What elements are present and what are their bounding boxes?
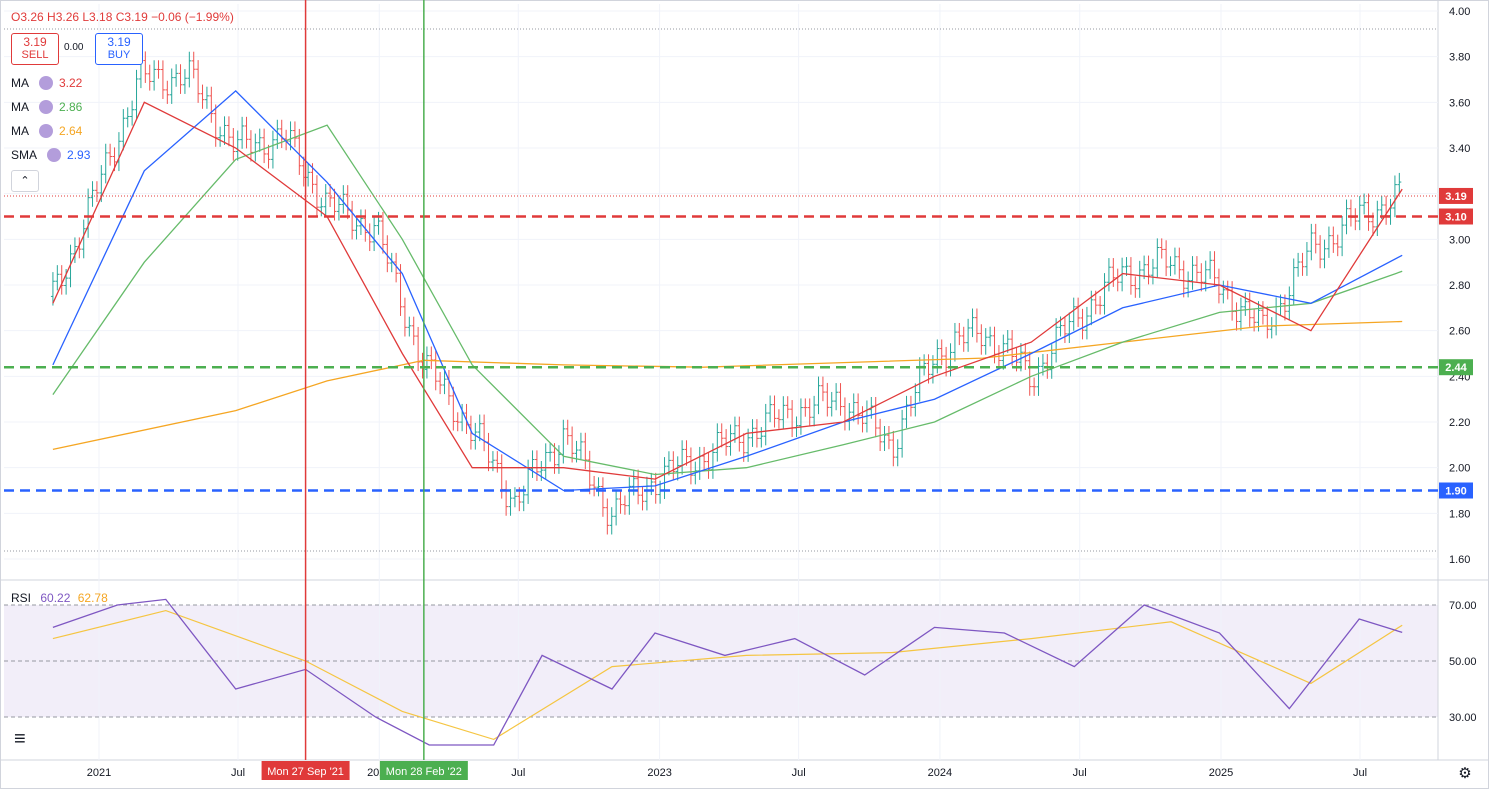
indicator-value: 2.64 — [59, 124, 83, 138]
ma-red-line — [52, 101, 1403, 480]
indicator-sma-blue[interactable]: SMA 2.93 — [11, 147, 90, 163]
price-tick-label: 2.00 — [1449, 463, 1470, 475]
indicator-label: MA — [11, 76, 29, 90]
level-tag-label: 3.10 — [1445, 212, 1466, 224]
buy-button[interactable]: 3.19 BUY — [95, 33, 143, 65]
price-tick-label: 3.60 — [1449, 97, 1470, 109]
ma-orange-line — [52, 320, 1403, 451]
level-tag-label: 1.90 — [1445, 486, 1466, 498]
price-bars — [50, 51, 1402, 535]
spread-value: 0.00 — [64, 42, 84, 53]
sma-blue-line — [52, 90, 1403, 492]
indicator-ma-red[interactable]: MA 3.22 — [11, 75, 82, 91]
indicator-value: 2.86 — [59, 100, 83, 114]
price-tick-label: 2.60 — [1449, 326, 1470, 338]
buy-label: BUY — [107, 49, 131, 61]
time-tick-label: Jul — [511, 767, 525, 779]
time-tick-label: 2023 — [647, 767, 671, 779]
marker-date-tag — [379, 761, 468, 780]
buy-price: 3.19 — [107, 35, 131, 49]
time-tick-label: 2025 — [1209, 767, 1233, 779]
price-tick-label: 3.40 — [1449, 143, 1470, 155]
rsi-value: 60.22 — [40, 591, 71, 605]
time-tick-label: Jul — [1073, 767, 1087, 779]
price-tick-label: 3.80 — [1449, 52, 1470, 64]
rsi-tick-label: 50.00 — [1449, 656, 1477, 668]
price-tick-label: 3.00 — [1449, 234, 1470, 246]
level-tag — [1439, 482, 1473, 499]
rsi-tick-label: 70.00 — [1449, 600, 1477, 612]
price-tick-label: 1.80 — [1449, 508, 1470, 520]
last-price-label: 3.19 — [1445, 191, 1466, 203]
settings-icon[interactable] — [39, 100, 53, 114]
rsi-line — [52, 598, 1403, 746]
sell-button[interactable]: 3.19 SELL — [11, 33, 59, 65]
marker-date-tag — [261, 761, 350, 780]
rsi-ma-line — [52, 609, 1403, 741]
price-tick-label: 2.20 — [1449, 417, 1470, 429]
last-price-tag — [1439, 187, 1473, 204]
level-tag — [1439, 208, 1473, 225]
indicator-label: MA — [11, 100, 29, 114]
settings-icon[interactable] — [39, 76, 53, 90]
indicator-value: 3.22 — [59, 76, 83, 90]
rsi-legend[interactable]: RSI 60.22 62.78 — [11, 591, 108, 605]
indicator-label: SMA — [11, 148, 38, 162]
chevron-up-icon[interactable]: ⌃ — [11, 170, 39, 192]
sell-price: 3.19 — [23, 35, 47, 49]
time-tick-label: 2024 — [928, 767, 952, 779]
gear-icon[interactable]: ⚙ — [1458, 765, 1472, 782]
indicator-value: 2.93 — [67, 148, 91, 162]
indicator-ma-orange[interactable]: MA 2.64 — [11, 123, 82, 139]
time-tick-label: Jul — [1353, 767, 1367, 779]
settings-icon[interactable] — [47, 148, 62, 162]
indicator-label: MA — [11, 124, 29, 138]
level-tag-label: 2.44 — [1445, 362, 1467, 374]
settings-icon[interactable] — [39, 124, 53, 138]
rsi-tick-label: 30.00 — [1449, 712, 1477, 724]
tradingview-logo-icon[interactable]: ≡ — [14, 728, 26, 750]
sell-label: SELL — [21, 49, 49, 61]
level-tag — [1439, 359, 1473, 376]
price-tick-label: 1.60 — [1449, 554, 1470, 566]
rsi-label: RSI — [11, 591, 32, 605]
time-tick-label: Jul — [231, 767, 245, 779]
ohlc-readout: O3.26 H3.26 L3.18 C3.19 −0.06 (−1.99%) — [11, 10, 234, 24]
time-tick-label: Jul — [792, 767, 806, 779]
rsi-ma-value: 62.78 — [77, 591, 108, 605]
marker-date-label: Mon 28 Feb '22 — [386, 766, 462, 778]
time-tick-label: 2021 — [87, 767, 111, 779]
marker-date-label: Mon 27 Sep '21 — [267, 766, 344, 778]
price-tick-label: 2.80 — [1449, 280, 1470, 292]
price-tick-label: 4.00 — [1449, 6, 1470, 18]
indicator-ma-green[interactable]: MA 2.86 — [11, 99, 82, 115]
